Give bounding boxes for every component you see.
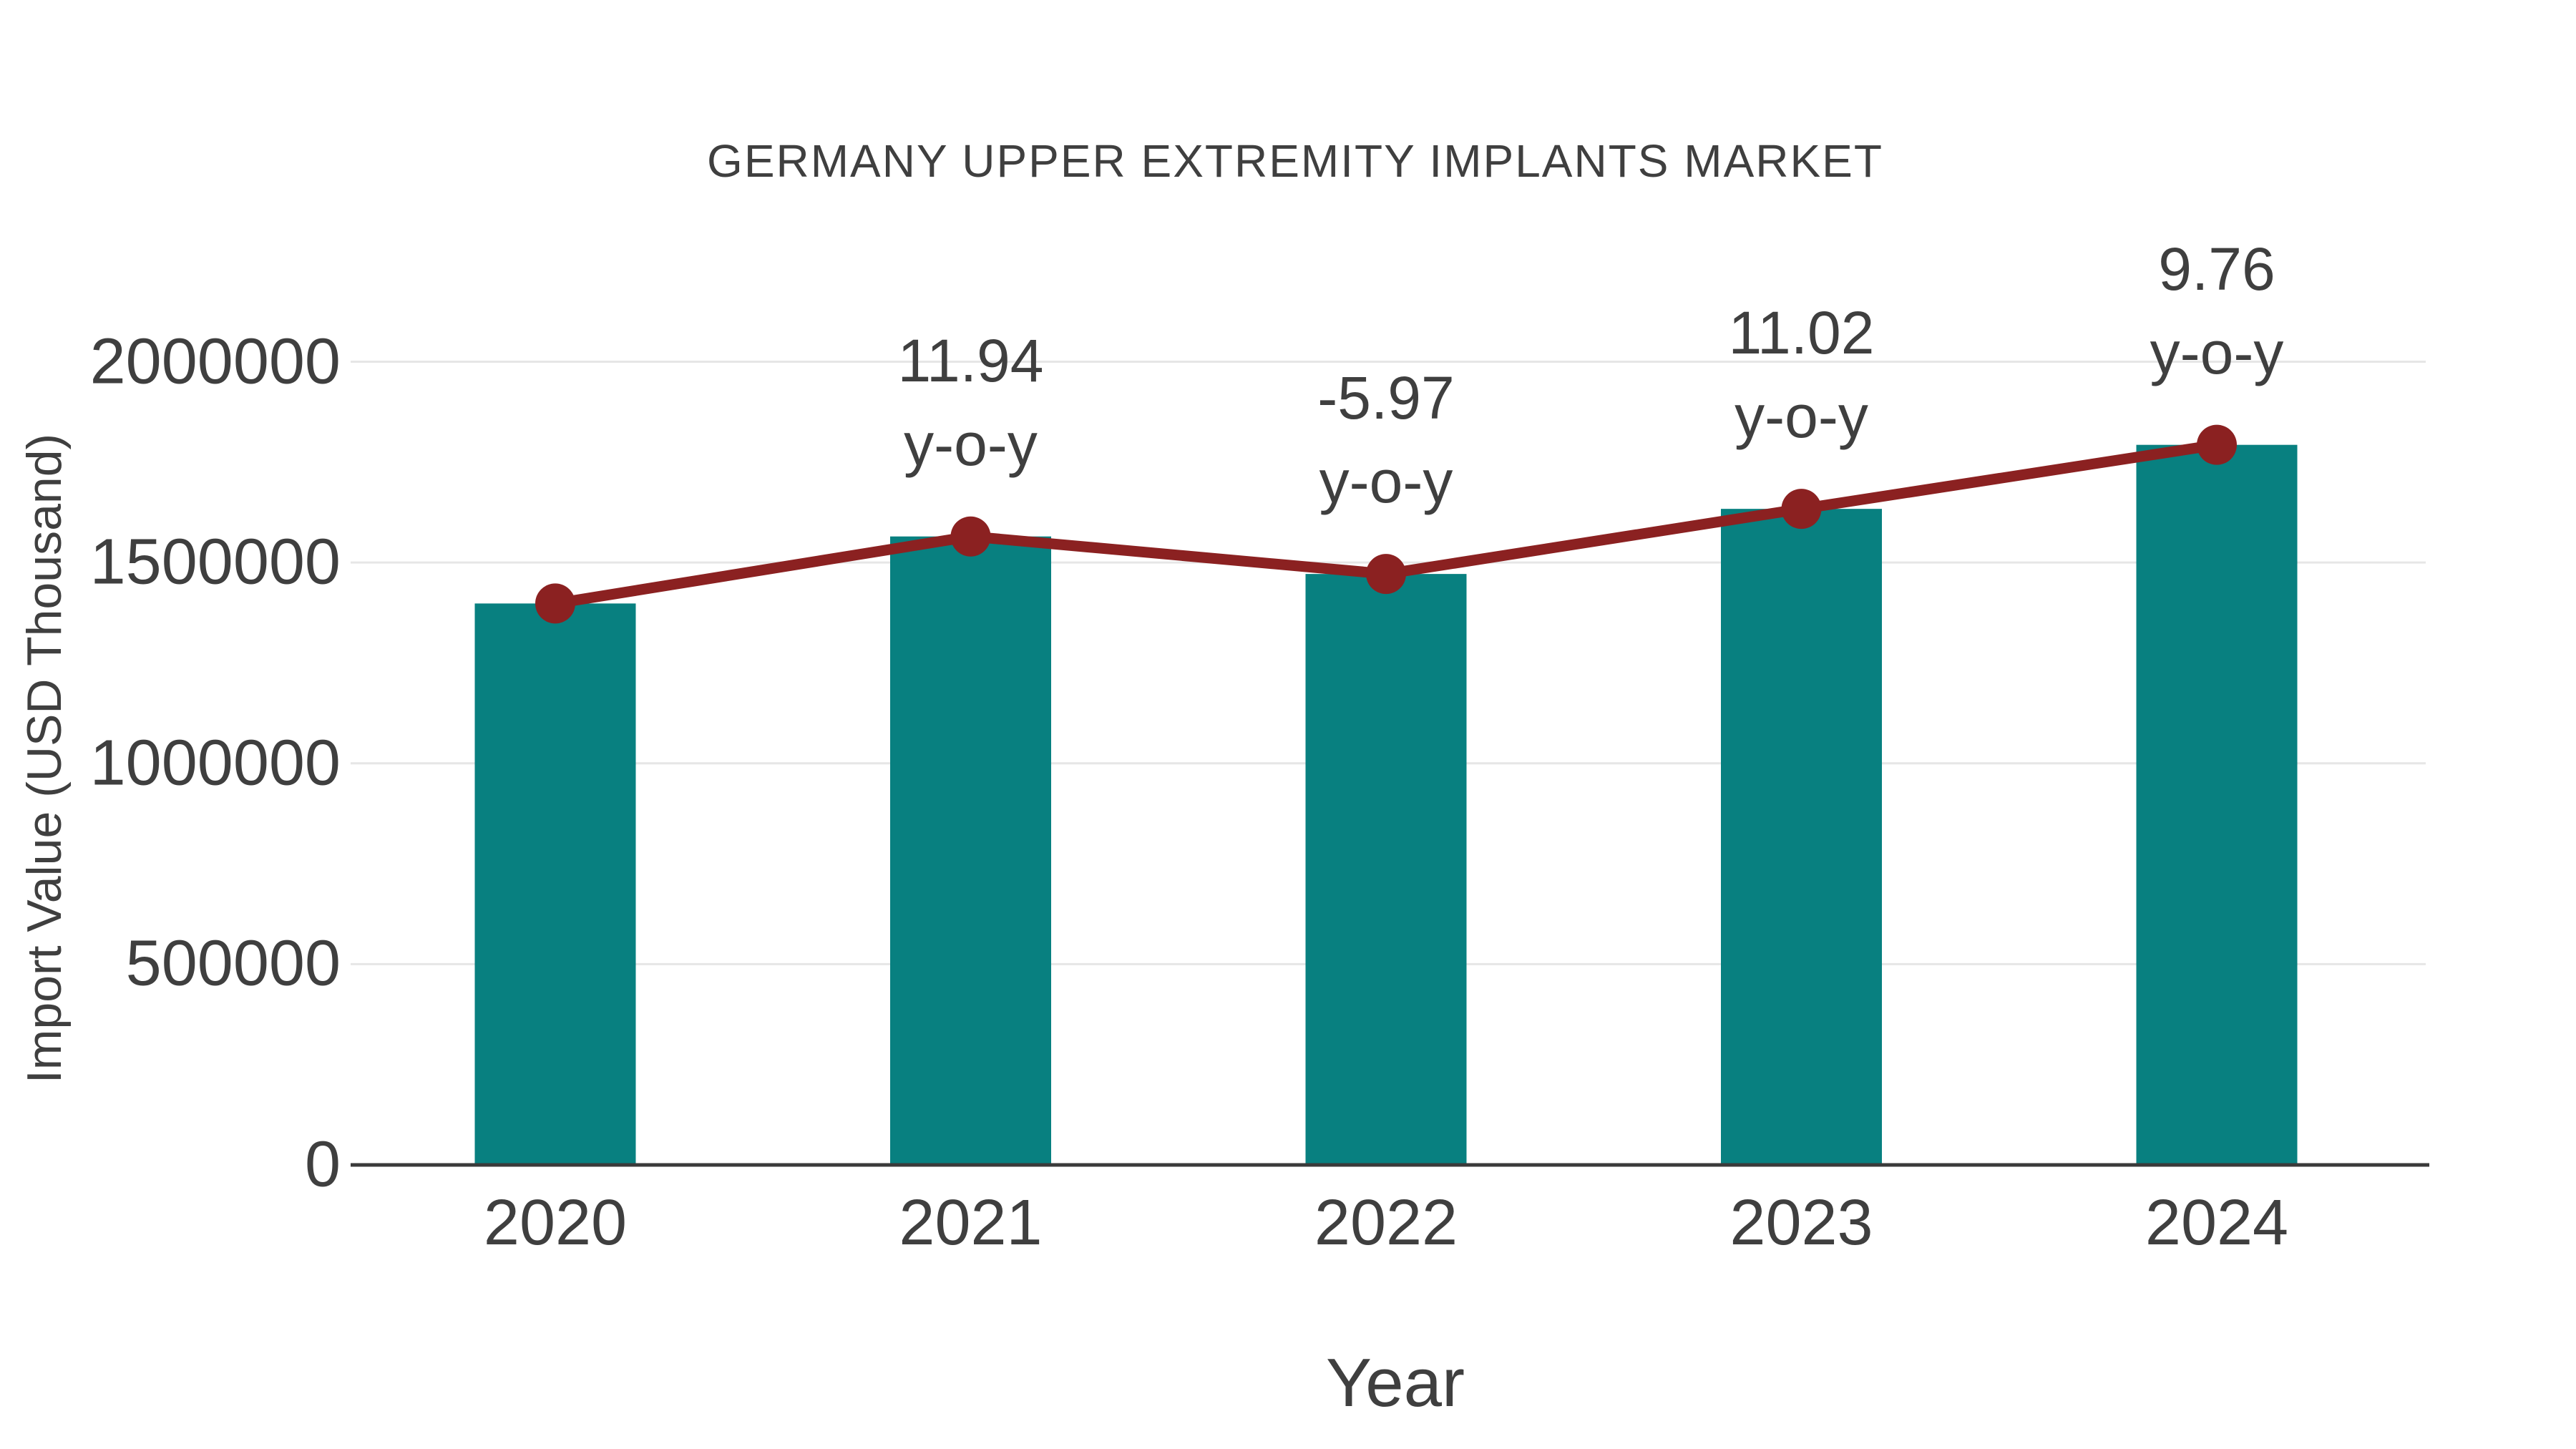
yoy-suffix-2024: y-o-y bbox=[2150, 318, 2284, 386]
y-tick-500000: 500000 bbox=[125, 927, 341, 1000]
yoy-suffix-2023: y-o-y bbox=[1735, 383, 1868, 451]
yoy-value-2023: 11.02 bbox=[1728, 299, 1875, 367]
bar-2023 bbox=[1721, 509, 1882, 1165]
trend-marker-2023 bbox=[1781, 489, 1822, 530]
yoy-value-2022: -5.97 bbox=[1317, 364, 1455, 432]
bar-2020 bbox=[474, 603, 636, 1165]
bar-2024 bbox=[2136, 444, 2298, 1165]
x-tick-2020: 2020 bbox=[483, 1187, 628, 1259]
yoy-annotation-2024: 9.76 y-o-y bbox=[2150, 228, 2284, 395]
bar-2021 bbox=[890, 536, 1051, 1165]
y-tick-0: 0 bbox=[304, 1128, 341, 1201]
y-tick-1500000: 1500000 bbox=[89, 526, 341, 598]
y-tick-1000000: 1000000 bbox=[89, 727, 341, 799]
yoy-suffix-2021: y-o-y bbox=[904, 410, 1038, 478]
trend-marker-2021 bbox=[950, 516, 991, 557]
x-tick-2024: 2024 bbox=[2145, 1187, 2289, 1259]
yoy-value-2021: 11.94 bbox=[897, 326, 1044, 394]
x-tick-2022: 2022 bbox=[1314, 1187, 1458, 1259]
trend-marker-2024 bbox=[2197, 424, 2237, 465]
x-tick-2023: 2023 bbox=[1729, 1187, 1873, 1259]
yoy-annotation-2021: 11.94 y-o-y bbox=[898, 319, 1044, 487]
x-axis-title: Year bbox=[1326, 1345, 1465, 1421]
bar-2022 bbox=[1305, 574, 1467, 1165]
chart-title: GERMANY UPPER EXTREMITY IMPLANTS MARKET bbox=[707, 135, 1883, 187]
yoy-annotation-2023: 11.02 y-o-y bbox=[1729, 291, 1875, 459]
yoy-value-2024: 9.76 bbox=[2158, 235, 2275, 303]
y-tick-2000000: 2000000 bbox=[89, 326, 341, 397]
yoy-annotation-2022: -5.97 y-o-y bbox=[1317, 356, 1454, 524]
trend-marker-2022 bbox=[1366, 554, 1406, 595]
x-tick-2021: 2021 bbox=[899, 1187, 1043, 1259]
y-axis-title: Import Value (USD Thousand) bbox=[17, 433, 72, 1084]
yoy-suffix-2022: y-o-y bbox=[1319, 448, 1453, 516]
trend-marker-2020 bbox=[535, 583, 575, 624]
